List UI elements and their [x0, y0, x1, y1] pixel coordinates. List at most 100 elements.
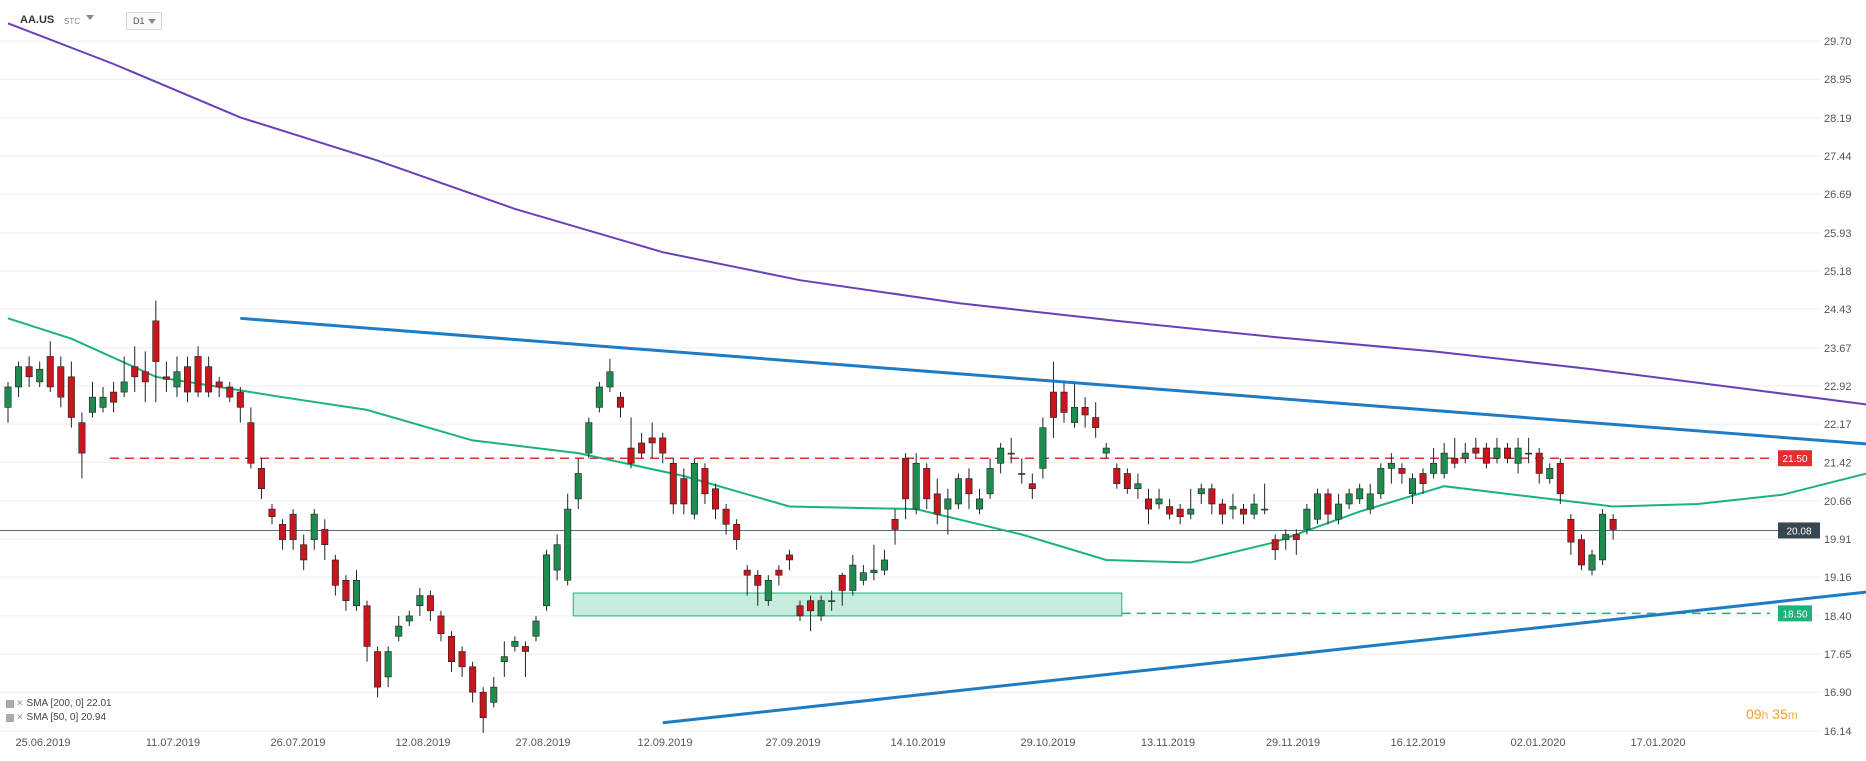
candle-body: [1472, 447, 1480, 454]
candle-body: [1577, 539, 1585, 566]
timer-minutes: 35: [1772, 706, 1788, 722]
time-axis: 25.06.2019 11.07.2019 26.07.2019 12.08.2019…: [15, 737, 1685, 749]
candle-body: [1113, 468, 1121, 484]
y-tick-label: 18.40: [1824, 611, 1852, 623]
candle-body: [342, 579, 350, 601]
candle-body: [849, 564, 857, 591]
candle-body: [1546, 468, 1554, 479]
candle-body: [997, 447, 1005, 464]
list-icon[interactable]: [6, 699, 14, 708]
close-icon[interactable]: ✕: [16, 712, 24, 722]
candle-body: [1250, 503, 1258, 515]
candle-body: [1134, 483, 1142, 490]
upper-trendline: [240, 316, 1866, 446]
x-tick-label: 29.11.2019: [1266, 737, 1320, 749]
candle-body: [553, 544, 561, 571]
candle-body: [638, 442, 646, 454]
candle-body: [88, 396, 96, 413]
candle-body: [606, 371, 614, 388]
moving-averages: [7, 22, 1866, 564]
candle-body: [1493, 447, 1501, 459]
x-tick-label: 27.09.2019: [765, 737, 820, 749]
exchange-dropdown-icon[interactable]: [86, 15, 94, 20]
candle-body: [268, 508, 276, 518]
timeframe-selector[interactable]: D1: [126, 12, 162, 30]
candle-body: [690, 462, 698, 515]
candle-body: [215, 381, 223, 388]
candle-body: [1018, 473, 1026, 475]
candle-body: [36, 368, 44, 383]
candle-body: [152, 320, 160, 362]
candle-body: [764, 579, 772, 601]
candle-body: [437, 615, 445, 635]
candle-body: [1451, 457, 1459, 464]
candle-body: [954, 478, 962, 505]
close-icon[interactable]: ✕: [16, 698, 24, 708]
candle-body: [236, 391, 244, 408]
candle-body: [817, 600, 825, 617]
candle-body: [25, 366, 33, 378]
sma50-line: [7, 317, 1866, 564]
candle-body: [1440, 452, 1448, 474]
candle-body: [310, 513, 318, 540]
timer-hours: 09: [1746, 706, 1762, 722]
y-tick-label: 19.91: [1824, 534, 1852, 546]
candle-body: [184, 366, 192, 393]
candle-body: [57, 366, 65, 398]
candle-body: [1345, 493, 1353, 505]
candle-body: [162, 376, 170, 380]
candle-body: [384, 651, 392, 678]
candle-body: [331, 559, 339, 586]
x-tick-label: 13.11.2019: [1141, 737, 1195, 749]
candle-body: [891, 518, 899, 530]
candle-body: [1588, 554, 1596, 571]
current-price-tag: 20.08: [1786, 526, 1811, 537]
legend-sma200[interactable]: ✕ SMA [200, 0] 22.01: [6, 698, 112, 709]
candle-body: [986, 468, 994, 495]
y-tick-label: 19.16: [1824, 572, 1852, 584]
trendlines: [240, 316, 1866, 725]
candle-body: [743, 569, 751, 576]
candle-body: [110, 391, 118, 403]
candle-body: [564, 508, 572, 581]
candle-body: [796, 605, 804, 617]
candle-body: [469, 666, 477, 693]
support-tag: 18.50: [1782, 609, 1807, 620]
resistance-tag-bg: [1778, 450, 1812, 467]
candle-body: [902, 457, 910, 500]
chevron-down-icon: [148, 19, 156, 24]
candle-body: [321, 529, 329, 545]
candle-body: [1240, 508, 1248, 515]
list-icon[interactable]: [6, 713, 14, 722]
y-tick-label: 29.70: [1824, 36, 1852, 48]
x-tick-label: 26.07.2019: [270, 737, 325, 749]
candle-body: [352, 579, 360, 607]
candle-body: [1313, 493, 1321, 520]
current-price-tag-bg: [1778, 522, 1820, 539]
candle-body: [1535, 452, 1543, 474]
candle-body: [1208, 488, 1216, 505]
legend-sma50[interactable]: ✕ SMA [50, 0] 20.94: [6, 712, 106, 723]
candle-body: [785, 554, 793, 561]
candle-body: [78, 422, 86, 454]
candle-body: [1324, 493, 1332, 515]
candle-body: [226, 386, 234, 398]
candle-body: [46, 356, 54, 388]
candle-body: [1556, 462, 1564, 495]
x-tick-label: 17.01.2020: [1630, 737, 1685, 749]
candle-body: [416, 595, 424, 607]
candle-body: [1007, 452, 1015, 455]
candle-body: [426, 595, 434, 612]
exchange-label: STC: [64, 17, 80, 26]
candle-body: [616, 396, 624, 408]
candle-body: [923, 468, 931, 500]
candle-body: [701, 468, 709, 495]
candle-body: [585, 422, 593, 454]
y-tick-label: 21.42: [1824, 457, 1852, 469]
lower-trendline: [662, 590, 1866, 725]
candle-body: [173, 371, 181, 388]
candle-body: [1092, 417, 1100, 428]
candle-body: [669, 462, 677, 505]
